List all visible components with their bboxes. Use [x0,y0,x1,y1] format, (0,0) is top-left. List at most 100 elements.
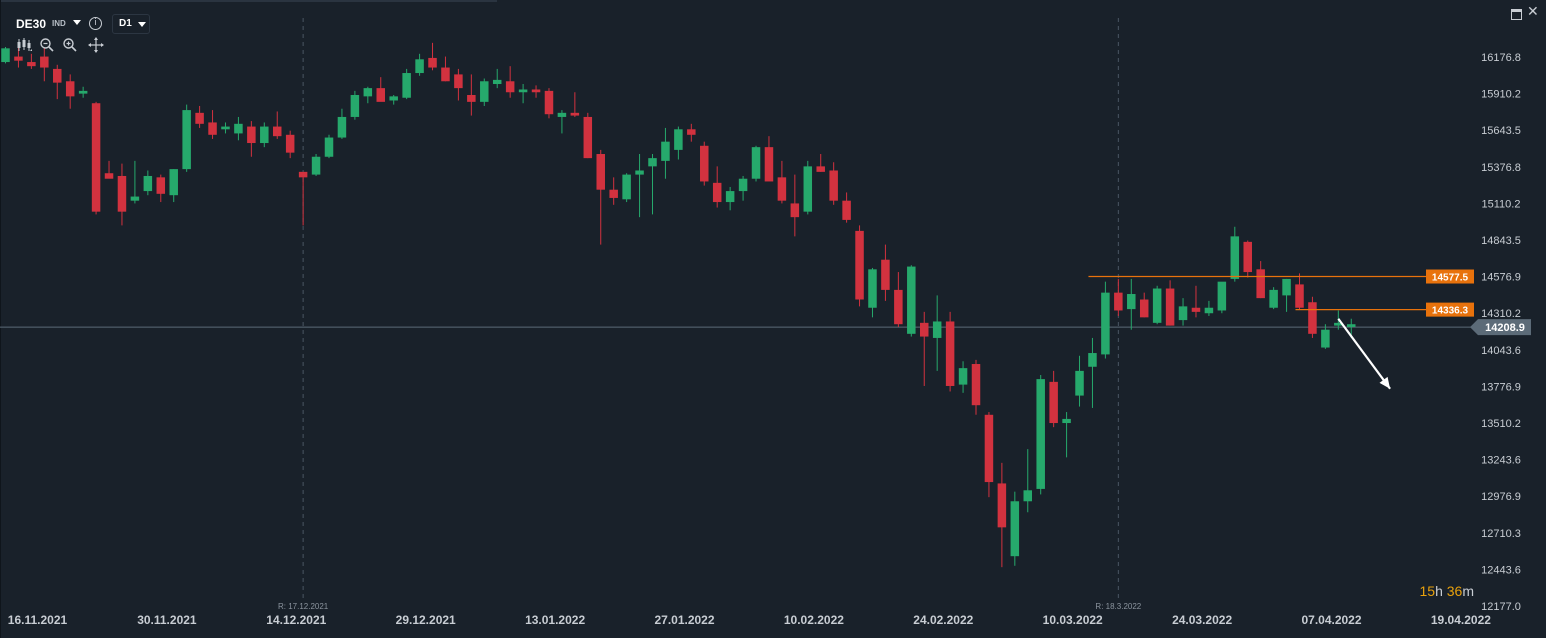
candle-body[interactable] [1295,284,1304,308]
candle-body[interactable] [130,196,140,201]
zoom-in-icon[interactable] [62,37,78,53]
candle-body[interactable] [596,154,605,190]
candle-body[interactable] [324,137,334,157]
candle-body[interactable] [285,134,295,153]
candle-body[interactable] [829,170,838,201]
candle-body[interactable] [725,191,735,203]
candle-body[interactable] [1114,292,1123,311]
timeframe-select[interactable]: D1 [112,14,150,34]
crosshair-move-icon[interactable] [88,37,104,53]
info-icon[interactable]: i [89,17,102,30]
candle-body[interactable] [790,203,800,218]
candle-body[interactable] [1062,418,1071,424]
candle-body[interactable] [881,259,890,290]
candle-body[interactable] [1217,281,1227,311]
candle-body[interactable] [661,141,670,161]
candle-body[interactable] [1075,370,1084,396]
candle-body[interactable] [751,147,761,179]
candle-body[interactable] [518,89,528,93]
candle-body[interactable] [531,89,541,93]
candle-body[interactable] [932,321,942,338]
candle-body[interactable] [53,68,62,83]
candle-body[interactable] [1334,322,1343,326]
candle-body[interactable] [1088,353,1097,367]
candle-body[interactable] [764,147,774,182]
candle-body[interactable] [104,173,114,179]
candle-body[interactable] [195,112,204,124]
candle-body[interactable] [298,171,308,178]
candle-body[interactable] [609,189,618,198]
candle-body[interactable] [376,88,386,102]
candle-body[interactable] [842,200,851,220]
candle-body[interactable] [570,112,580,116]
candle-body[interactable] [1256,269,1265,299]
candle-body[interactable] [687,129,696,135]
candle-body[interactable] [169,169,178,196]
candle-body[interactable] [997,483,1007,528]
candle-body[interactable] [480,81,489,102]
candle-body[interactable] [700,145,709,182]
candle-body[interactable] [1036,379,1045,489]
candle-body[interactable] [208,122,217,135]
zoom-out-icon[interactable] [39,37,55,53]
candle-body[interactable] [428,57,437,68]
candle-body[interactable] [1139,299,1149,318]
candle-body[interactable] [919,322,929,337]
candle-body[interactable] [402,73,411,98]
candle-body[interactable] [441,67,450,82]
candle-body[interactable] [1282,278,1291,296]
candle-body[interactable] [1049,381,1058,424]
symbol-label[interactable]: DE30 [16,17,47,31]
candle-body[interactable] [389,96,398,101]
candle-body[interactable] [337,116,347,138]
candle-body[interactable] [1010,501,1020,557]
candle-body[interactable] [247,126,256,144]
candle-body[interactable] [803,166,813,212]
candle-body[interactable] [143,175,153,192]
candle-body[interactable] [27,62,36,67]
candle-body[interactable] [234,123,243,134]
candle-body[interactable] [221,126,230,130]
candle-body[interactable] [78,90,88,94]
candle-body[interactable] [945,321,955,386]
candle-body[interactable] [1127,294,1136,310]
candle-body[interactable] [415,59,424,74]
candle-body[interactable] [91,103,101,212]
candle-body[interactable] [350,94,360,117]
candle-body[interactable] [182,110,191,170]
candle-body[interactable] [1269,289,1278,308]
candle-body[interactable] [1165,288,1175,326]
candle-body[interactable] [894,289,903,325]
candle-body[interactable] [738,178,748,192]
candle-body[interactable] [40,56,49,68]
candle-body[interactable] [635,170,644,175]
candle-body[interactable] [816,166,825,172]
trend-arrow[interactable] [1337,318,1391,390]
candle-body[interactable] [363,88,373,97]
candle-body[interactable] [117,175,127,212]
candle-body[interactable] [1023,490,1033,502]
candle-body[interactable] [467,94,476,102]
window-icon[interactable] [1511,9,1522,20]
candle-body[interactable] [1101,292,1110,355]
candle-body[interactable] [1191,307,1201,312]
candle-body[interactable] [272,126,282,137]
candle-body[interactable] [777,177,787,201]
candle-body[interactable] [1204,307,1214,314]
candle-body[interactable] [674,129,683,150]
candle-body[interactable] [260,126,269,144]
candle-body[interactable] [1152,288,1162,323]
candle-body[interactable] [907,266,916,334]
close-icon[interactable]: ✕ [1527,4,1539,20]
candle-body[interactable] [1347,324,1356,327]
candle-body[interactable] [1178,306,1188,321]
candle-body[interactable] [583,116,593,159]
candle-body[interactable] [492,79,502,85]
candles-icon[interactable] [16,37,32,53]
candle-body[interactable] [1243,241,1252,273]
candle-body[interactable] [1,48,10,63]
candle-body[interactable] [868,269,877,308]
candle-body[interactable] [156,177,166,194]
candle-body[interactable] [712,182,722,203]
candle-body[interactable] [958,368,968,385]
